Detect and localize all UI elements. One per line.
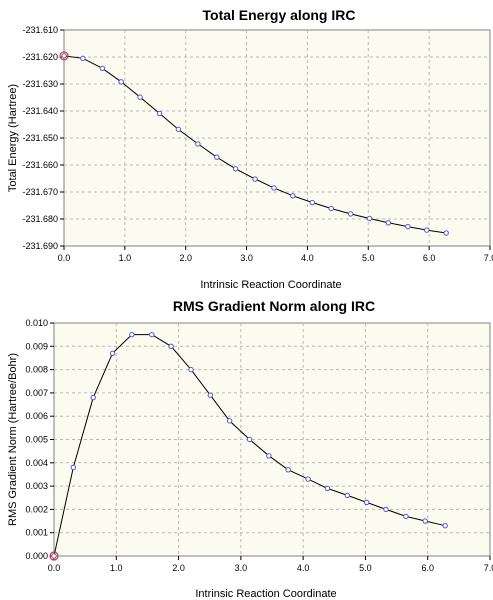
gradient-x-tick-label: 0.0 [48, 563, 61, 573]
energy-x-tick-label: 0.0 [58, 253, 71, 263]
energy-data-point [175, 126, 182, 133]
energy-y-tick-label: -231.640 [22, 106, 58, 116]
gradient-data-point [305, 476, 311, 482]
energy-y-tick-label: -231.660 [22, 160, 58, 170]
gradient-chart: RMS Gradient Norm along IRC 0.0 1.0 2.0 3.0 4… [7, 298, 493, 600]
gradient-data-point [324, 485, 331, 492]
energy-data-point [156, 110, 163, 117]
energy-chart-title: Total Energy along IRC [203, 7, 356, 23]
gradient-data-point [168, 343, 174, 349]
gradient-data-point [383, 506, 389, 513]
gradient-x-tick-label: 3.0 [235, 563, 248, 573]
gradient-chart-title: RMS Gradient Norm along IRC [173, 298, 375, 314]
energy-data-point [443, 230, 449, 236]
gradient-data-point [246, 436, 253, 443]
energy-data-point [137, 94, 143, 100]
gradient-x-tick-label: 7.0 [484, 563, 493, 573]
gradient-x-tick-label: 6.0 [421, 563, 434, 573]
energy-data-point [61, 53, 67, 59]
gradient-y-tick-label: 0.005 [25, 435, 48, 445]
gradient-x-tick-label: 1.0 [110, 563, 123, 573]
energy-x-tick-label: 3.0 [240, 253, 253, 263]
gradient-data-point [422, 518, 428, 524]
energy-x-tick-label: 4.0 [301, 253, 314, 263]
energy-x-tick-label: 5.0 [362, 253, 375, 263]
energy-y-tick-label: -231.680 [22, 214, 58, 224]
energy-data-point [271, 185, 277, 191]
energy-y-tick-label: -231.670 [22, 187, 58, 197]
gradient-data-point [403, 513, 409, 520]
energy-x-tick-label: 1.0 [119, 253, 132, 263]
energy-data-point [80, 55, 86, 62]
gradient-x-axis-label: Intrinsic Reaction Coordinate [195, 588, 336, 600]
energy-x-tick-label: 2.0 [179, 253, 192, 263]
gradient-data-point [363, 499, 370, 506]
gradient-data-point [90, 394, 96, 401]
energy-data-point [290, 193, 296, 199]
gradient-y-tick-label: 0.010 [25, 318, 48, 328]
energy-data-point [99, 65, 106, 72]
gradient-data-point [149, 331, 155, 338]
energy-data-point [328, 205, 334, 212]
gradient-y-tick-label: 0.009 [25, 341, 48, 351]
gradient-x-tick-label: 4.0 [297, 563, 310, 573]
energy-data-point [424, 227, 430, 233]
gradient-y-tick-label: 0.000 [25, 551, 48, 561]
gradient-y-tick-label: 0.001 [25, 528, 48, 538]
energy-y-tick-label: -231.690 [22, 241, 58, 251]
gradient-y-tick-label: 0.004 [25, 458, 48, 468]
energy-data-point [309, 199, 315, 206]
gradient-data-point [188, 366, 194, 373]
gradient-x-tick-label: 2.0 [172, 563, 185, 573]
energy-y-tick-label: -231.610 [22, 25, 58, 35]
gradient-y-tick-label: 0.006 [25, 411, 48, 421]
energy-x-axis-label: Intrinsic Reaction Coordinate [200, 279, 341, 291]
gradient-y-tick-label: 0.007 [25, 388, 48, 398]
gradient-data-point [226, 418, 233, 424]
gradient-y-axis-label: RMS Gradient Norm (Hartree/Bohr) [7, 353, 19, 526]
gradient-y-tick-label: 0.003 [25, 481, 48, 491]
gradient-data-point [207, 392, 214, 398]
energy-chart: Total Energy along IRC 0.0 1.0 2.0 3.0 4.0 5.0… [7, 7, 493, 291]
gradient-data-point [51, 553, 57, 559]
energy-data-point [214, 154, 220, 160]
energy-data-point [405, 223, 411, 230]
energy-x-tick-label: 7.0 [484, 253, 493, 263]
energy-y-axis-label: Total Energy (Hartree) [7, 84, 19, 192]
gradient-y-tick-label: 0.002 [25, 504, 48, 514]
energy-highlight-point [59, 51, 69, 61]
energy-data-point [232, 166, 239, 172]
energy-y-tick-label: -231.650 [22, 133, 58, 143]
gradient-highlight-point [49, 551, 59, 561]
gradient-data-point [442, 523, 448, 529]
energy-data-point [252, 176, 258, 182]
energy-data-point [385, 220, 392, 226]
energy-data-point [118, 79, 124, 85]
gradient-data-point [285, 467, 291, 473]
energy-data-point [366, 215, 373, 222]
energy-data-point [347, 211, 354, 217]
gradient-x-tick-label: 5.0 [359, 563, 372, 573]
energy-y-tick-label: -231.620 [22, 52, 58, 62]
gradient-y-tick-label: 0.008 [25, 365, 48, 375]
gradient-data-point [109, 350, 116, 356]
gradient-data-point [70, 464, 77, 471]
energy-x-tick-label: 6.0 [423, 253, 436, 263]
energy-data-point [195, 141, 201, 147]
gradient-data-point [266, 453, 272, 459]
gradient-data-point [344, 492, 351, 499]
energy-y-tick-label: -231.630 [22, 79, 58, 89]
gradient-data-point [129, 331, 135, 338]
